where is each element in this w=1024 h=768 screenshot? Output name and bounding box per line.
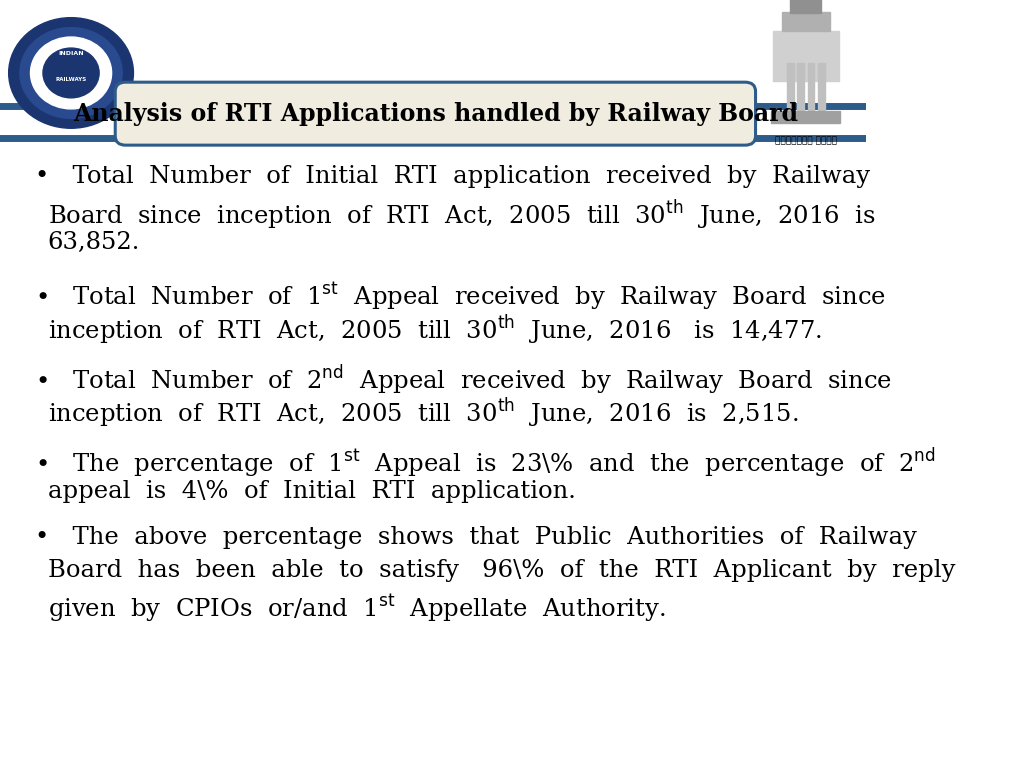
Text: RAILWAYS: RAILWAYS [55,77,87,81]
Bar [781,12,830,31]
Text: Board  has  been  able  to  satisfy   96\%  of  the  RTI  Applicant  by  reply: Board has been able to satisfy 96\% of t… [48,559,955,582]
Text: •   The  above  percentage  shows  that  Public  Authorities  of  Railway: • The above percentage shows that Public… [35,526,916,549]
Text: INDIAN: INDIAN [58,51,84,56]
Circle shape [31,37,112,109]
Text: •   The  percentage  of  1$^{\mathrm{st}}$  Appeal  is  23\%  and  the  percenta: • The percentage of 1$^{\mathrm{st}}$ Ap… [35,447,935,481]
Circle shape [43,48,99,98]
Text: inception  of  RTI  Act,  2005  till  30$^{\mathrm{th}}$  June,  2016   is  14,4: inception of RTI Act, 2005 till 30$^{\ma… [48,313,822,347]
Text: Analysis of RTI Applications handled by Railway Board: Analysis of RTI Applications handled by … [73,101,798,126]
Bar [797,63,804,113]
Text: •   Total  Number  of  1$^{\mathrm{st}}$  Appeal  received  by  Railway  Board  : • Total Number of 1$^{\mathrm{st}}$ Appe… [35,280,886,312]
Text: सत्यमेव जयते: सत्यमेव जयते [775,136,837,145]
Text: •   Total  Number  of  Initial  RTI  application  received  by  Railway: • Total Number of Initial RTI applicatio… [35,165,869,188]
Circle shape [19,28,122,118]
FancyBboxPatch shape [116,82,756,145]
Text: inception  of  RTI  Act,  2005  till  30$^{\mathrm{th}}$  June,  2016  is  2,515: inception of RTI Act, 2005 till 30$^{\ma… [48,396,798,430]
Text: •   Total  Number  of  2$^{\mathrm{nd}}$  Appeal  received  by  Railway  Board  : • Total Number of 2$^{\mathrm{nd}}$ Appe… [35,363,892,397]
Bar [791,0,821,13]
Text: 63,852.: 63,852. [48,231,140,254]
Bar [771,111,841,123]
Bar [786,63,794,113]
Text: Board  since  inception  of  RTI  Act,  2005  till  30$^{\mathrm{th}}$  June,  2: Board since inception of RTI Act, 2005 t… [48,198,876,232]
Bar [818,63,825,113]
Text: appeal  is  4\%  of  Initial  RTI  application.: appeal is 4\% of Initial RTI application… [48,480,575,503]
Bar [808,63,814,113]
Circle shape [8,18,133,128]
Text: given  by  CPIOs  or/and  1$^{\mathrm{st}}$  Appellate  Authority.: given by CPIOs or/and 1$^{\mathrm{st}}$ … [48,592,666,624]
Bar [773,31,839,81]
